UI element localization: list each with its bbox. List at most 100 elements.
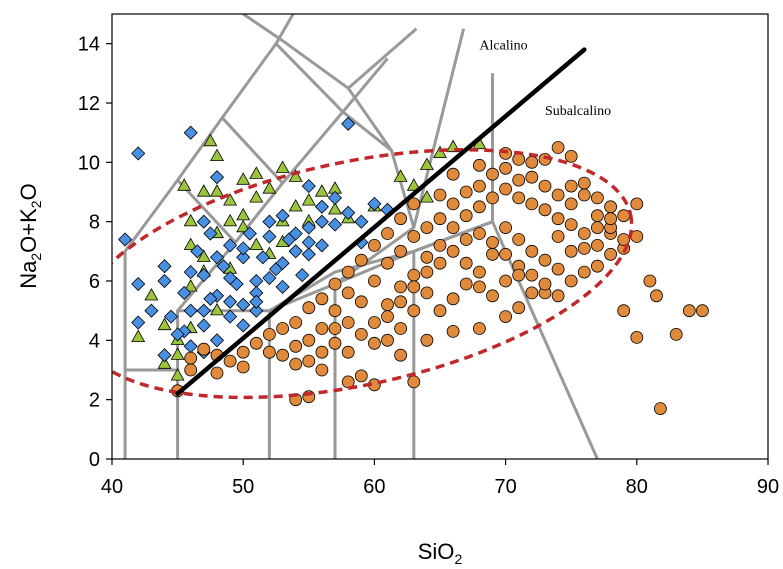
data-point-circle-33 [525, 155, 539, 169]
data-point-circle-54 [249, 336, 263, 350]
data-point-triangle-40 [223, 213, 238, 227]
data-point-circle-148 [289, 357, 303, 371]
data-point-circle-42 [407, 197, 421, 211]
data-point-diamond-60 [288, 226, 303, 241]
data-point-diamond-22 [341, 116, 356, 131]
data-point-circle-157 [577, 241, 591, 255]
data-point-diamond-7 [183, 125, 198, 140]
data-point-circle-97 [394, 322, 408, 335]
data-point-diamond-14 [249, 273, 264, 289]
data-point-circle-21 [577, 265, 591, 279]
field-boundaries [123, 14, 599, 459]
x-axis-title: SiO2 [418, 539, 463, 567]
data-point-circle-135 [499, 247, 513, 261]
data-point-triangle-43 [301, 193, 316, 206]
field-boundary-11 [274, 42, 344, 113]
data-point-circle-108 [328, 336, 342, 350]
data-point-diamond-39 [203, 291, 218, 306]
data-point-circle-72 [525, 197, 539, 211]
y-axis: 0 2 4 6 8 10 12 14 [78, 34, 112, 471]
data-point-circle-142 [381, 310, 394, 324]
data-point-circle-114 [433, 212, 447, 226]
data-point-triangle-9 [210, 184, 224, 197]
data-point-circle-84 [538, 253, 552, 267]
data-point-circle-66 [446, 221, 460, 235]
field-boundary-5 [412, 73, 494, 459]
data-point-circle-126 [591, 209, 604, 223]
data-point-circle-29 [669, 327, 683, 341]
data-point-circle-116 [459, 185, 473, 199]
data-point-circle-121 [525, 170, 539, 184]
data-point-circle-93 [486, 247, 499, 261]
data-point-triangle-14 [262, 181, 277, 194]
data-point-circle-96 [407, 304, 421, 318]
data-point-triangle-48 [157, 356, 172, 369]
data-point-circle-94 [433, 304, 447, 318]
data-point-circle-59 [184, 351, 198, 365]
data-point-diamond-44 [163, 309, 179, 324]
data-point-circle-137 [525, 268, 539, 282]
data-point-triangle-27 [183, 237, 198, 251]
annotations: Alcalino Subalcalino [479, 39, 611, 119]
data-point-diamond-16 [275, 208, 290, 223]
data-point-diamond-67 [301, 235, 316, 250]
data-point-circle-156 [564, 244, 578, 258]
field-boundary-6 [491, 221, 599, 459]
data-point-diamond-17 [288, 244, 303, 259]
data-point-circle-132 [459, 233, 473, 246]
data-point-circle-52 [276, 322, 290, 335]
data-point-diamond-13 [236, 250, 251, 265]
data-point-circle-112 [407, 230, 421, 243]
data-point-circle-73 [538, 203, 552, 217]
data-point-circle-85 [551, 230, 565, 243]
data-point-circle-139 [420, 265, 434, 279]
data-point-diamond-47 [209, 250, 225, 265]
data-point-diamond-21 [327, 190, 343, 205]
data-point-circle-7 [315, 363, 329, 377]
data-point-circle-76 [577, 176, 591, 190]
alkaline-divider-line [175, 47, 587, 396]
data-point-circle-53 [262, 327, 276, 341]
data-point-circle-111 [394, 244, 408, 258]
data-point-triangle-10 [223, 193, 238, 206]
y-axis-title: Na2O+K2O [16, 183, 44, 288]
data-point-triangle-12 [236, 207, 251, 221]
data-point-circle-65 [433, 238, 447, 252]
data-point-triangle-7 [203, 133, 218, 147]
x-tick-label-3: 70 [494, 476, 516, 498]
data-point-diamond-49 [236, 318, 251, 333]
data-point-circle-44 [381, 227, 394, 240]
data-point-triangle-47 [419, 190, 434, 203]
data-point-diamond-48 [223, 270, 238, 286]
data-point-circle-151 [486, 289, 499, 303]
data-point-circle-120 [512, 152, 526, 166]
y-tick-label-4: 8 [89, 212, 100, 234]
data-point-triangle-45 [393, 169, 408, 182]
data-point-circle-134 [486, 235, 499, 249]
data-point-circle-25 [630, 330, 644, 344]
data-point-circle-154 [525, 286, 539, 300]
data-point-diamond-27 [183, 303, 198, 318]
data-point-circle-145 [328, 322, 342, 335]
data-point-triangle-46 [406, 178, 421, 191]
data-point-circle-118 [486, 167, 499, 181]
data-point-diamond-33 [190, 244, 205, 259]
data-point-circle-124 [564, 197, 578, 211]
data-point-circle-153 [512, 268, 526, 282]
data-point-circle-37 [551, 141, 565, 154]
data-point-circle-130 [433, 256, 447, 270]
data-point-diamond-41 [255, 250, 270, 265]
data-point-circle-20 [564, 274, 578, 288]
data-point-circle-31 [696, 304, 709, 318]
data-point-diamond-19 [301, 179, 316, 194]
data-point-circle-26 [643, 274, 657, 288]
data-point-diamond-58 [236, 241, 251, 256]
data-point-circle-102 [328, 304, 342, 318]
data-point-circle-128 [617, 233, 631, 246]
data-point-circle-51 [289, 316, 303, 329]
data-point-diamond-53 [301, 247, 316, 262]
data-point-circle-119 [499, 161, 513, 175]
data-point-circle-11 [394, 348, 408, 362]
data-point-diamond-31 [236, 297, 251, 312]
x-tick-label-2: 60 [363, 476, 385, 498]
